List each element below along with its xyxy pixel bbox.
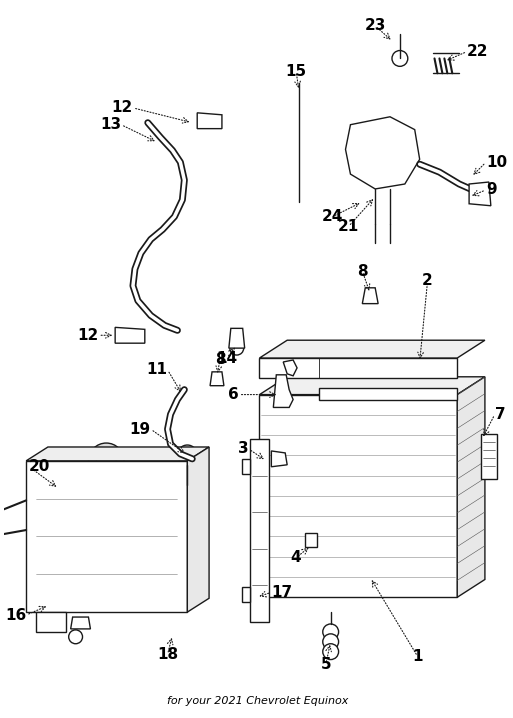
Text: 3: 3 [238,442,249,457]
Polygon shape [229,328,245,348]
Polygon shape [362,288,378,304]
Polygon shape [187,447,209,612]
Polygon shape [260,377,485,395]
Polygon shape [71,617,90,629]
Circle shape [177,445,197,465]
Text: 6: 6 [228,387,239,402]
Polygon shape [260,340,485,358]
Polygon shape [457,377,485,597]
Text: 13: 13 [100,117,121,132]
Polygon shape [210,372,224,386]
Text: 19: 19 [130,421,151,437]
Circle shape [323,634,339,650]
Polygon shape [242,459,250,474]
Text: 9: 9 [486,182,497,197]
Polygon shape [283,360,297,376]
Polygon shape [197,113,222,129]
Circle shape [88,443,124,479]
Polygon shape [481,434,497,479]
Polygon shape [469,182,491,206]
Polygon shape [305,533,317,547]
Circle shape [362,347,378,363]
Circle shape [306,542,316,552]
Text: 21: 21 [338,219,359,234]
Circle shape [69,630,83,644]
Text: 7: 7 [495,407,505,422]
Circle shape [230,341,244,355]
Text: 20: 20 [29,460,50,475]
Polygon shape [273,375,293,407]
Circle shape [470,187,484,201]
Text: 14: 14 [216,350,238,365]
Polygon shape [242,587,250,602]
Text: 23: 23 [364,19,386,33]
Text: 8: 8 [214,353,225,368]
Polygon shape [250,439,269,622]
Polygon shape [26,461,187,612]
Circle shape [362,136,398,172]
Polygon shape [319,388,457,399]
Circle shape [392,50,408,66]
Polygon shape [260,358,457,378]
Text: 16: 16 [5,607,26,623]
Text: 18: 18 [157,647,178,662]
Polygon shape [36,612,66,632]
Text: 1: 1 [412,649,423,664]
Polygon shape [346,117,420,189]
Polygon shape [115,327,145,343]
Text: 11: 11 [147,363,168,378]
Text: 8: 8 [357,264,368,279]
Text: 15: 15 [286,64,307,79]
Text: 12: 12 [112,101,133,116]
Text: 5: 5 [321,657,331,672]
Text: 17: 17 [271,585,292,600]
Polygon shape [26,447,209,461]
Text: 4: 4 [291,550,302,565]
Text: 24: 24 [322,209,343,224]
Circle shape [323,644,339,660]
Text: for your 2021 Chevrolet Equinox: for your 2021 Chevrolet Equinox [167,696,349,706]
Circle shape [323,624,339,640]
Circle shape [421,359,439,377]
Text: 10: 10 [486,155,507,169]
Polygon shape [271,451,287,467]
Text: 2: 2 [422,274,433,289]
Polygon shape [260,395,457,597]
Text: 12: 12 [77,328,98,342]
Text: 22: 22 [467,44,488,59]
